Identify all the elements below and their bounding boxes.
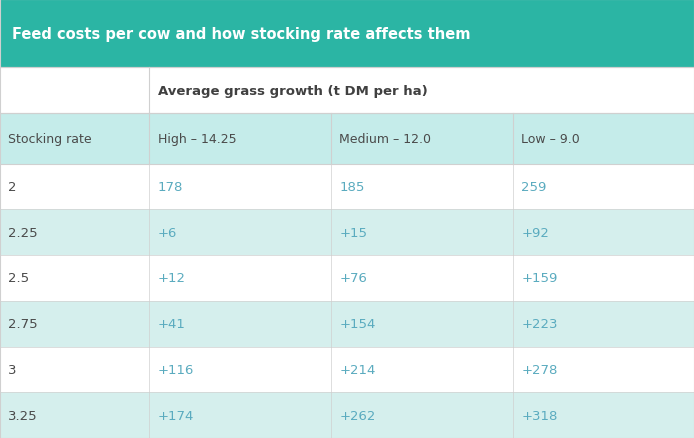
Bar <box>0 347 694 392</box>
Bar <box>0 68 694 114</box>
Bar <box>0 255 694 301</box>
Bar <box>0 392 694 438</box>
Text: +6: +6 <box>158 226 177 239</box>
Text: Feed costs per cow and how stocking rate affects them: Feed costs per cow and how stocking rate… <box>12 26 471 42</box>
Text: +41: +41 <box>158 318 185 330</box>
Text: 2.75: 2.75 <box>8 318 38 330</box>
Text: +174: +174 <box>158 409 194 422</box>
Text: Average grass growth (t DM per ha): Average grass growth (t DM per ha) <box>158 85 428 97</box>
Text: Stocking rate: Stocking rate <box>8 133 92 145</box>
Text: +262: +262 <box>339 409 375 422</box>
Text: +154: +154 <box>339 318 375 330</box>
Text: 185: 185 <box>339 180 365 194</box>
Text: +12: +12 <box>158 272 185 285</box>
Text: Medium – 12.0: Medium – 12.0 <box>339 133 432 145</box>
Text: +318: +318 <box>521 409 557 422</box>
Text: 178: 178 <box>158 180 183 194</box>
Text: 3: 3 <box>8 363 17 376</box>
Text: +159: +159 <box>521 272 557 285</box>
Text: Low – 9.0: Low – 9.0 <box>521 133 580 145</box>
Text: +92: +92 <box>521 226 549 239</box>
Text: +278: +278 <box>521 363 557 376</box>
Text: High – 14.25: High – 14.25 <box>158 133 236 145</box>
Bar <box>0 114 694 164</box>
Text: +76: +76 <box>339 272 367 285</box>
Bar <box>0 301 694 347</box>
Text: 3.25: 3.25 <box>8 409 38 422</box>
Text: +15: +15 <box>339 226 367 239</box>
Text: 259: 259 <box>521 180 547 194</box>
Text: 2: 2 <box>8 180 17 194</box>
Bar <box>0 210 694 255</box>
Bar <box>0 0 694 68</box>
Text: 2.5: 2.5 <box>8 272 29 285</box>
Text: +116: +116 <box>158 363 194 376</box>
Text: 2.25: 2.25 <box>8 226 38 239</box>
Text: +223: +223 <box>521 318 558 330</box>
Text: +214: +214 <box>339 363 375 376</box>
Bar <box>0 164 694 210</box>
